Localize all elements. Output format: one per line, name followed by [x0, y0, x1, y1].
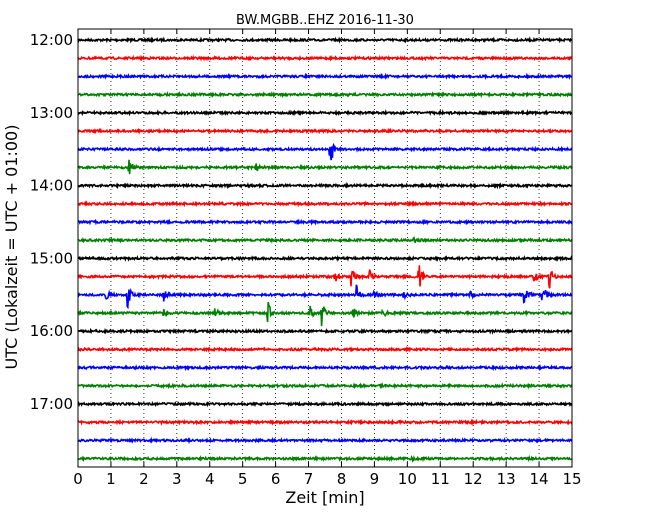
x-tick-label: 13 [497, 470, 516, 488]
x-tick-label: 3 [172, 470, 182, 488]
seismogram-trace [77, 90, 573, 99]
axis-layer: 0 1 2 3 4 5 6 7 8 9 10 11 12 13 14 1512:0013:0014:0015:… [30, 29, 582, 488]
seismogram-trace [77, 284, 573, 310]
x-tick-label: 6 [271, 470, 281, 488]
x-tick-label: 11 [431, 470, 450, 488]
seismogram-trace [77, 108, 573, 117]
y-tick-label: 17:00 [30, 395, 73, 413]
seismogram-trace [77, 127, 573, 135]
y-tick-label: 13:00 [30, 104, 73, 122]
x-tick-label: 14 [530, 470, 549, 488]
trace-layer [77, 36, 573, 463]
seismogram-trace [77, 72, 573, 81]
seismogram-trace [77, 142, 573, 161]
seismogram-trace [77, 436, 573, 445]
seismogram-trace [77, 363, 573, 372]
x-tick-label: 2 [139, 470, 149, 488]
y-axis-label: UTC (Lokalzeit = UTC + 01:00) [2, 125, 21, 370]
x-axis-label: Zeit [min] [285, 488, 364, 507]
seismogram-trace [77, 346, 572, 353]
y-tick-label: 14:00 [30, 177, 73, 195]
y-tick-label: 12:00 [30, 31, 73, 49]
seismogram-trace [77, 54, 573, 62]
seismogram-trace [77, 301, 573, 327]
x-tick-label: 7 [304, 470, 314, 488]
x-tick-label: 0 [73, 470, 83, 488]
seismogram-trace [77, 200, 573, 208]
x-tick-label: 8 [337, 470, 347, 488]
seismogram-trace [77, 454, 573, 463]
seismogram-trace [77, 181, 573, 190]
seismogram-trace [77, 236, 573, 244]
chart-title: BW.MGBB..EHZ 2016-11-30 [236, 13, 414, 28]
plot-frame [77, 28, 573, 468]
x-tick-label: 15 [562, 470, 581, 488]
x-tick-label: 10 [398, 470, 417, 488]
seismogram-trace [77, 254, 573, 262]
x-tick-label: 12 [464, 470, 483, 488]
seismogram-trace [77, 418, 573, 426]
seismogram-trace [77, 218, 573, 226]
y-tick-label: 15:00 [30, 249, 73, 267]
seismogram-trace [77, 159, 573, 175]
x-tick-label: 4 [205, 470, 215, 488]
seismogram-trace [77, 382, 573, 390]
seismogram-trace [77, 400, 573, 408]
y-tick-label: 16:00 [30, 322, 73, 340]
x-tick-label: 1 [106, 470, 116, 488]
x-tick-label: 9 [370, 470, 380, 488]
seismogram-trace [78, 327, 573, 335]
seismogram-trace [77, 265, 573, 289]
seismogram-trace [77, 36, 573, 44]
x-tick-label: 5 [238, 470, 248, 488]
